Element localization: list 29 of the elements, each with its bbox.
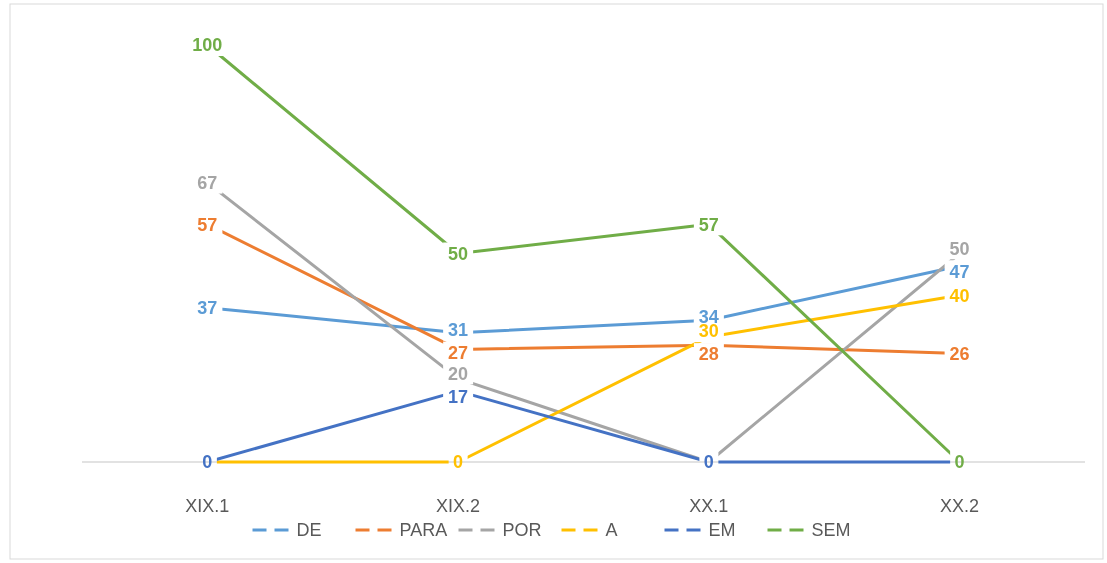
legend-label: EM xyxy=(708,520,736,541)
x-tick-label: XX.1 xyxy=(689,496,729,516)
data-label: 40 xyxy=(949,285,970,306)
data-label: 20 xyxy=(448,363,469,384)
legend-label: DE xyxy=(296,520,322,541)
data-label: 57 xyxy=(698,214,719,235)
data-label: 0 xyxy=(703,452,714,473)
data-label: 50 xyxy=(949,238,970,259)
legend-label: SEM xyxy=(811,520,851,541)
legend-label: PARA xyxy=(399,520,448,541)
data-label: 67 xyxy=(197,172,218,193)
data-label: 0 xyxy=(453,452,464,473)
data-label: 17 xyxy=(448,386,469,407)
data-label: 27 xyxy=(448,342,469,363)
data-label: 28 xyxy=(698,344,719,365)
data-label: 0 xyxy=(954,452,965,473)
data-label: 26 xyxy=(949,343,970,364)
data-label: 0 xyxy=(202,452,213,473)
data-label: 47 xyxy=(949,261,970,282)
legend-label: POR xyxy=(502,520,542,541)
x-tick-label: XIX.2 xyxy=(436,496,481,516)
x-tick-label: XX.2 xyxy=(940,496,980,516)
legend-label: A xyxy=(605,520,618,541)
data-label: 57 xyxy=(197,214,218,235)
data-label: 37 xyxy=(197,298,218,319)
data-label: 31 xyxy=(448,319,469,340)
x-tick-label: XIX.1 xyxy=(185,496,230,516)
data-label: 100 xyxy=(192,35,223,56)
data-label: 50 xyxy=(448,243,469,264)
